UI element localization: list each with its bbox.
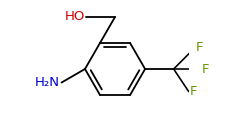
Text: F: F: [196, 41, 204, 55]
Text: HO: HO: [65, 10, 85, 23]
Text: F: F: [189, 85, 197, 98]
Text: H₂N: H₂N: [35, 76, 60, 89]
Text: F: F: [202, 63, 210, 75]
